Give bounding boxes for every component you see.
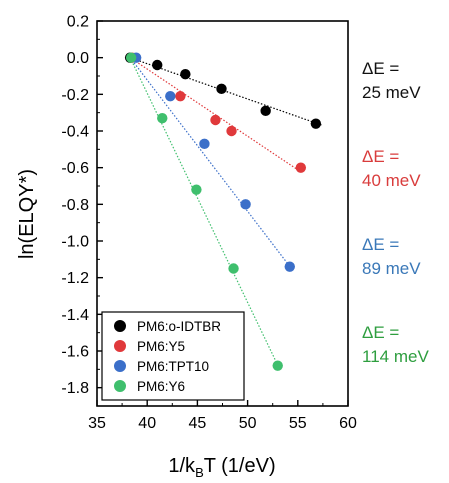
y-tick-label: 0.2 [67, 14, 89, 31]
data-point-series-2 [240, 199, 251, 210]
fit-line-series-2 [129, 57, 294, 271]
y-tick-label: -0.2 [61, 87, 89, 104]
x-tick-label: 55 [289, 415, 307, 432]
y-tick-label: -1.4 [61, 307, 89, 324]
y-tick-label: 0.0 [67, 50, 89, 67]
data-point-series-3 [157, 112, 168, 124]
data-point-series-3 [228, 263, 239, 274]
data-point-series-0 [216, 83, 227, 95]
data-point-series-0 [310, 118, 322, 129]
annotation-series-0-line1: ΔE = [362, 59, 399, 78]
legend: PM6:o-IDTBR PM6:Y5 PM6:TPT10 PM6:Y6 [101, 311, 245, 401]
annotation-series-3-line1: ΔE = [362, 323, 399, 342]
data-point-series-1 [210, 114, 221, 126]
legend-marker-series-2 [114, 360, 126, 372]
legend-marker-series-3 [114, 380, 126, 392]
data-point-series-0 [152, 59, 163, 71]
data-point-series-2 [284, 261, 295, 272]
legend-label-series-3: PM6:Y6 [137, 379, 185, 394]
data-point-series-2 [165, 90, 176, 102]
legend-label-series-2: PM6:TPT10 [137, 359, 209, 374]
y-tick-label: -0.8 [61, 197, 89, 214]
legend-marker-series-1 [114, 340, 126, 352]
data-point-series-0 [260, 105, 271, 117]
x-axis-title: 1/kBT (1/eV) [168, 455, 275, 480]
annotation-series-3-line2: 114 meV [362, 347, 429, 366]
x-tick-label: 40 [138, 415, 156, 432]
fit-lines [129, 57, 324, 370]
fit-line-series-0 [129, 57, 324, 127]
annotation-series-2-line2: 89 meV [362, 259, 421, 278]
data-point-series-3 [272, 360, 283, 371]
data-point-series-1 [175, 90, 186, 102]
data-point-series-2 [199, 138, 210, 150]
y-tick-label: -0.6 [61, 160, 89, 177]
x-axis-title-subscript: B [195, 465, 204, 480]
y-tick-label: -1.0 [61, 234, 89, 251]
legend-label-series-0: PM6:o-IDTBR [137, 319, 221, 334]
annotation-series-3: ΔE = 114 meV [362, 323, 429, 366]
x-axis-ticks: 35 40 45 50 55 60 [88, 400, 357, 432]
data-point-series-0 [180, 68, 191, 80]
data-markers [124, 52, 322, 371]
y-tick-label: -1.2 [61, 270, 89, 287]
annotation-series-2-line1: ΔE = [362, 235, 399, 254]
legend-marker-series-0 [114, 320, 126, 332]
y-axis-title: ln(ELQY*) [16, 169, 38, 259]
y-axis-ticks: 0.2 0.0 -0.2 -0.4 -0.6 -0.8 -1.0 -1.2 -1.4 -1.6 -1… [61, 14, 103, 397]
x-tick-label: 35 [88, 415, 106, 432]
y-tick-label: -0.4 [61, 124, 89, 141]
annotation-series-0: ΔE = 25 meV [362, 59, 421, 102]
y-tick-label: -1.8 [61, 380, 89, 397]
annotation-series-1-line2: 40 meV [362, 171, 421, 190]
y-tick-label: -1.6 [61, 344, 89, 361]
legend-label-series-1: PM6:Y5 [137, 339, 185, 354]
x-tick-label: 45 [189, 415, 207, 432]
x-tick-label: 60 [339, 415, 357, 432]
annotation-series-1: ΔE = 40 meV [362, 147, 421, 190]
x-axis-title-rest: T (1/eV) [204, 455, 276, 477]
annotation-series-2: ΔE = 89 meV [362, 235, 421, 278]
x-axis-title-main: 1/k [168, 455, 196, 477]
data-point-series-3 [191, 184, 202, 195]
x-tick-label: 50 [239, 415, 257, 432]
fit-line-series-3 [129, 57, 281, 370]
data-point-series-1 [295, 162, 307, 173]
annotation-series-0-line2: 25 meV [362, 83, 421, 102]
annotation-series-1-line1: ΔE = [362, 147, 399, 166]
data-point-series-1 [226, 125, 237, 137]
data-point-series-3 [125, 52, 137, 63]
